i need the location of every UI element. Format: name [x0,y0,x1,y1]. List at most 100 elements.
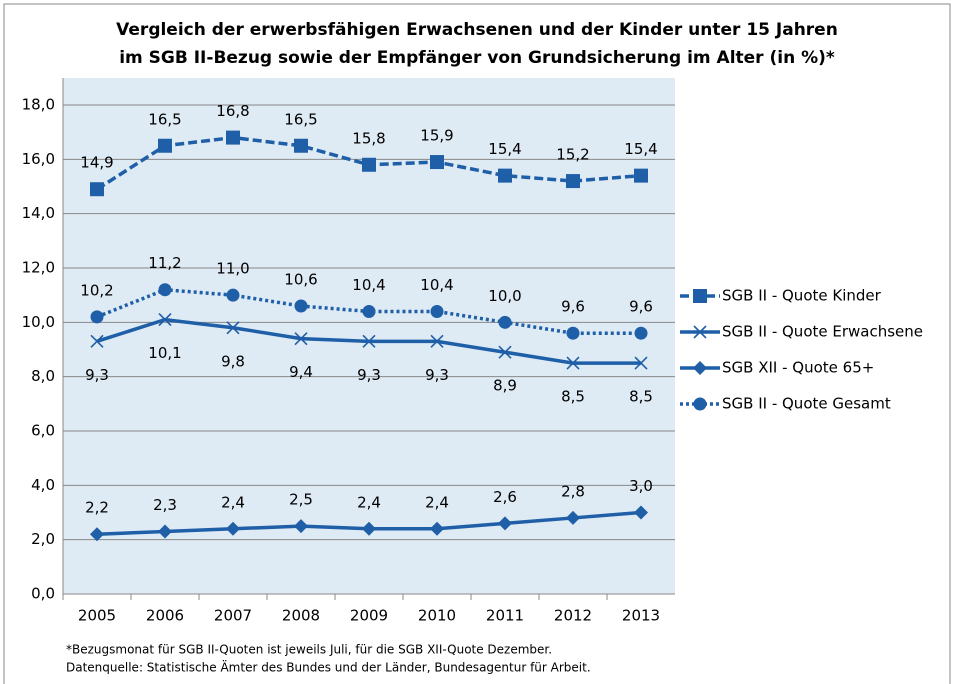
data-label: 8,5 [561,388,585,406]
data-label: 10,4 [352,276,385,294]
x-tick-label: 2007 [214,607,252,625]
data-label: 2,2 [85,499,109,517]
y-tick-label: 16,0 [22,150,55,168]
data-point [158,313,172,327]
data-point [362,334,376,348]
data-label: 15,2 [556,146,589,164]
data-point [226,130,240,145]
data-point [362,157,376,172]
y-tick-label: 6,0 [31,422,55,440]
data-label: 10,2 [80,281,113,299]
data-label: 14,9 [80,154,113,172]
data-point [430,304,444,318]
data-point [90,527,104,542]
x-tick-label: 2011 [486,607,524,625]
data-point [634,168,648,183]
data-label: 2,3 [153,496,177,514]
data-point [362,521,376,536]
data-label: 16,5 [148,110,181,128]
legend-label: SGB II - Quote Gesamt [722,395,891,413]
data-point [226,321,240,335]
x-tick-label: 2010 [418,607,456,625]
data-point [566,356,580,370]
legend-marker [693,361,707,375]
data-label: 8,5 [629,388,653,406]
data-label: 15,8 [352,129,385,147]
data-label: 9,8 [221,352,245,370]
data-point [430,521,444,536]
data-label: 2,4 [357,493,381,511]
y-tick-label: 10,0 [22,313,55,331]
legend-marker [693,397,707,411]
y-tick-label: 18,0 [22,96,55,114]
data-point [634,505,648,520]
x-tick-label: 2013 [622,607,660,625]
data-label: 9,6 [629,298,653,316]
legend-marker [693,289,707,303]
data-point [498,168,512,183]
y-tick-label: 12,0 [22,259,55,277]
data-point [430,334,444,348]
data-label: 2,4 [425,493,449,511]
data-point [566,174,580,189]
data-point [566,326,580,340]
data-point [90,310,104,324]
data-point [566,510,580,525]
y-tick-label: 2,0 [31,530,55,548]
data-label: 16,8 [216,102,249,120]
data-label: 8,9 [493,377,517,395]
data-point [294,138,308,153]
data-point [294,519,308,534]
y-tick-label: 14,0 [22,204,55,222]
data-point [226,521,240,536]
data-point [158,283,172,297]
x-tick-label: 2005 [78,607,116,625]
data-label: 2,5 [289,491,313,509]
data-label: 9,3 [85,366,109,384]
legend-marker [693,325,707,339]
data-label: 10,4 [420,276,453,294]
data-label: 15,4 [488,140,521,158]
data-label: 3,0 [629,477,653,495]
data-label: 16,5 [284,110,317,128]
data-label: 9,6 [561,298,585,316]
y-tick-label: 0,0 [31,585,55,603]
data-label: 2,8 [561,482,585,500]
footnote: Datenquelle: Statistische Ämter des Bund… [66,660,591,675]
data-point [226,288,240,302]
chart-title: im SGB II-Bezug sowie der Empfänger von … [119,48,835,68]
x-tick-label: 2008 [282,607,320,625]
data-label: 15,9 [420,127,453,145]
data-label: 15,4 [624,140,657,158]
legend-label: SGB XII - Quote 65+ [722,359,874,377]
y-tick-label: 4,0 [31,476,55,494]
data-point [294,332,308,346]
data-label: 9,4 [289,363,313,381]
data-label: 11,0 [216,260,249,278]
data-point [430,155,444,170]
data-point [498,516,512,531]
legend-label: SGB II - Quote Erwachsene [722,323,923,341]
data-label: 2,6 [493,488,517,506]
data-point [294,299,308,313]
data-label: 10,6 [284,271,317,289]
data-point [498,345,512,359]
data-label: 10,0 [488,287,521,305]
data-label: 11,2 [148,254,181,272]
data-label: 2,4 [221,493,245,511]
x-tick-label: 2009 [350,607,388,625]
data-point [498,315,512,329]
data-point [634,356,648,370]
x-tick-label: 2012 [554,607,592,625]
data-point [634,326,648,340]
data-point [90,334,104,348]
legend-label: SGB II - Quote Kinder [722,287,882,305]
data-point [158,524,172,539]
footnote: *Bezugsmonat für SGB II-Quoten ist jewei… [66,643,552,657]
chart-title: Vergleich der erwerbsfähigen Erwachsenen… [116,20,838,40]
data-label: 9,3 [357,366,381,384]
data-point [362,304,376,318]
data-point [158,138,172,153]
data-label: 9,3 [425,366,449,384]
